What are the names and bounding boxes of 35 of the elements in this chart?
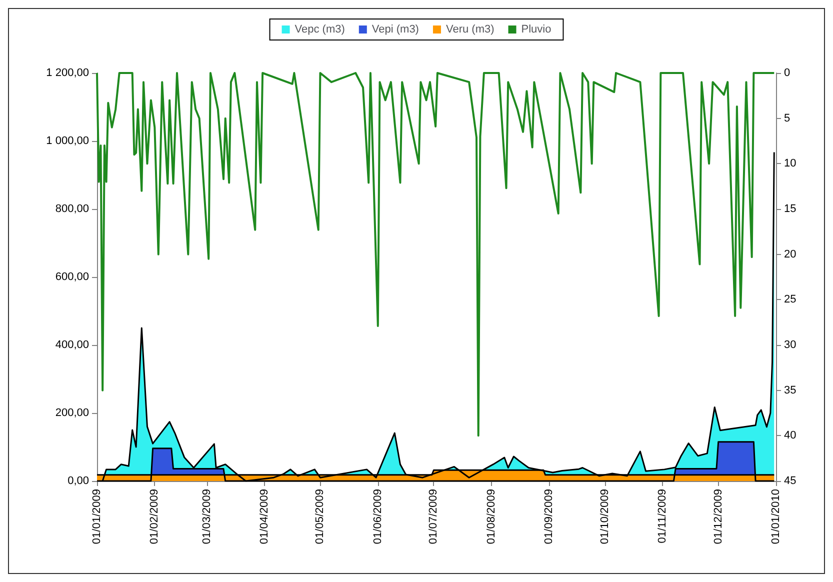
x-tick-label: 01/02/2009	[148, 489, 161, 544]
line-series	[96, 72, 776, 437]
x-tick-label: 01/05/2009	[314, 489, 326, 544]
x-tick-label: 01/06/2009	[372, 489, 384, 544]
y2-tick-label: 5	[784, 112, 790, 124]
y-tick-label: 600,00	[55, 271, 89, 283]
x-tick-label: 01/03/2009	[200, 489, 213, 544]
y2-tick-label: 25	[784, 294, 796, 306]
x-tick-label: 01/12/2009	[712, 489, 724, 544]
x-tick-label: 01/01/2009	[91, 489, 103, 544]
legend-label: Veru (m3)	[446, 24, 494, 36]
x-tick-label: 01/04/2009	[258, 489, 270, 544]
x-tick-label: 01/11/2009	[656, 489, 669, 544]
y2-tick-label: 20	[784, 248, 796, 260]
x-tick-label: 01/09/2009	[543, 489, 556, 544]
y-tick-label: 1 000,00	[46, 135, 89, 147]
y-tick-label: 400,00	[55, 339, 89, 351]
legend-label: Vepc (m3)	[294, 24, 345, 36]
x-tick-label: 01/10/2009	[598, 489, 611, 544]
y2-tick-label: 40	[784, 430, 796, 442]
x-tick-label: 01/08/2009	[485, 489, 498, 544]
y2-tick-label: 10	[784, 158, 796, 170]
y2-tick-label: 15	[784, 203, 796, 215]
y2-tick-label: 35	[784, 384, 796, 396]
legend-label: Vepi (m3)	[372, 24, 419, 36]
y-tick-label: 200,00	[55, 407, 89, 419]
y2-tick-label: 0	[784, 67, 790, 79]
legend-label: Pluvio	[521, 24, 552, 36]
y-tick-label: 800,00	[55, 203, 89, 215]
y-tick-label: 1 200,00	[46, 67, 89, 79]
x-tick-label: 01/01/2010	[770, 489, 782, 544]
y2-tick-label: 45	[784, 475, 796, 487]
y2-tick-label: 30	[784, 339, 796, 351]
x-tick-label: 01/07/2009	[428, 489, 440, 544]
y-tick-label: 0,00	[68, 475, 89, 487]
